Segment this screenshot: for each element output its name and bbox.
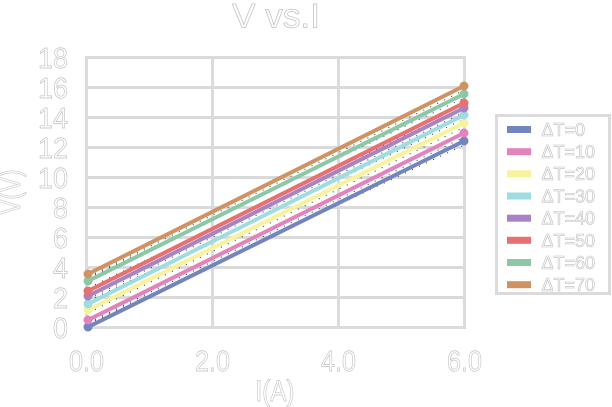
svg-text:ΔT=70: ΔT=70 <box>542 275 596 295</box>
svg-text:2.0: 2.0 <box>195 346 230 378</box>
svg-text:ΔT=10: ΔT=10 <box>542 142 596 162</box>
svg-text:ΔT=0: ΔT=0 <box>542 120 586 140</box>
svg-text:18: 18 <box>38 43 68 75</box>
svg-text:16: 16 <box>38 73 68 105</box>
svg-text:10: 10 <box>38 163 68 195</box>
svg-text:6.0: 6.0 <box>447 346 482 378</box>
svg-text:4: 4 <box>53 253 68 285</box>
svg-text:2: 2 <box>53 283 68 315</box>
svg-text:6: 6 <box>53 223 68 255</box>
svg-text:14: 14 <box>38 103 68 135</box>
svg-text:ΔT=40: ΔT=40 <box>542 209 596 229</box>
svg-text:V vs.I: V vs.I <box>232 0 320 36</box>
svg-text:8: 8 <box>53 193 68 225</box>
svg-text:I(A): I(A) <box>256 375 295 407</box>
svg-text:ΔT=20: ΔT=20 <box>542 164 596 184</box>
svg-text:0.0: 0.0 <box>69 346 104 378</box>
svg-text:0: 0 <box>53 313 68 345</box>
svg-text:ΔT=30: ΔT=30 <box>542 186 596 206</box>
svg-text:V(V): V(V) <box>0 170 27 215</box>
svg-text:4.0: 4.0 <box>321 346 356 378</box>
svg-text:ΔT=50: ΔT=50 <box>542 231 596 251</box>
svg-text:ΔT=60: ΔT=60 <box>542 253 596 273</box>
svg-text:12: 12 <box>38 133 68 165</box>
